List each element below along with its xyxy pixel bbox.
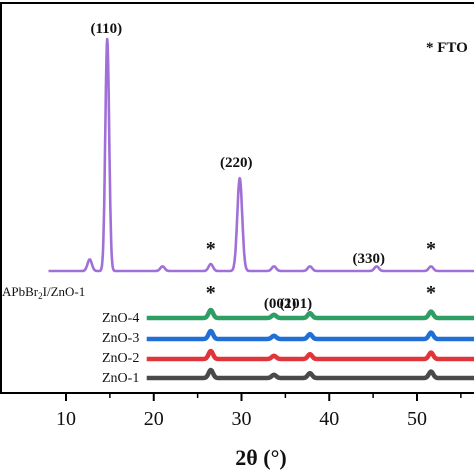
- series-label-zno-4: ZnO-4: [102, 311, 139, 326]
- series-line-zno-3: [144, 328, 474, 342]
- plot-frame: [0, 2, 474, 394]
- series-label-zno-2: ZnO-2: [102, 351, 139, 366]
- x-tick-label: 40: [319, 408, 339, 430]
- peak-label: (330): [352, 251, 385, 267]
- annotations: (110) (220) (330) * * (002)(101) * *: [91, 21, 437, 312]
- peak-label: (002): [264, 296, 297, 312]
- x-tick-label: 30: [232, 408, 252, 430]
- fto-star-marker: *: [426, 282, 436, 304]
- fto-star-marker: *: [426, 238, 436, 260]
- x-tick-label: 10: [56, 408, 76, 430]
- peak-label: (101): [280, 296, 313, 312]
- fto-star-marker: *: [206, 238, 216, 260]
- series-label-rest: I/ZnO-1: [43, 284, 86, 299]
- x-tick-label: 50: [407, 408, 427, 430]
- series-line-zno-4: [144, 307, 474, 321]
- series-label-fapbbr2i: APbBr2I/ZnO-1: [2, 284, 85, 301]
- series-layer: ZnO-4 ZnO-3 ZnO-2 ZnO-1: [47, 37, 474, 386]
- series-line-zno-2: [144, 348, 474, 362]
- peak-label: (110): [91, 21, 123, 37]
- x-tick-label: 20: [144, 408, 164, 430]
- series-label-zno-1: ZnO-1: [102, 371, 139, 386]
- series-label-zno-3: ZnO-3: [102, 331, 139, 346]
- fto-star-marker: *: [206, 282, 216, 304]
- legend-fto: * FTO: [426, 40, 468, 56]
- series-line-zno-1: [144, 367, 474, 381]
- series-line-fapbbr2i-zno-1: [47, 37, 474, 273]
- peak-label: (220): [220, 155, 253, 171]
- x-axis-title: 2θ (°): [235, 445, 286, 470]
- x-ticks: 10 20 30 40 50: [56, 393, 462, 430]
- series-label-main: APbBr: [2, 284, 39, 299]
- series-label-subscript: 2: [38, 291, 43, 301]
